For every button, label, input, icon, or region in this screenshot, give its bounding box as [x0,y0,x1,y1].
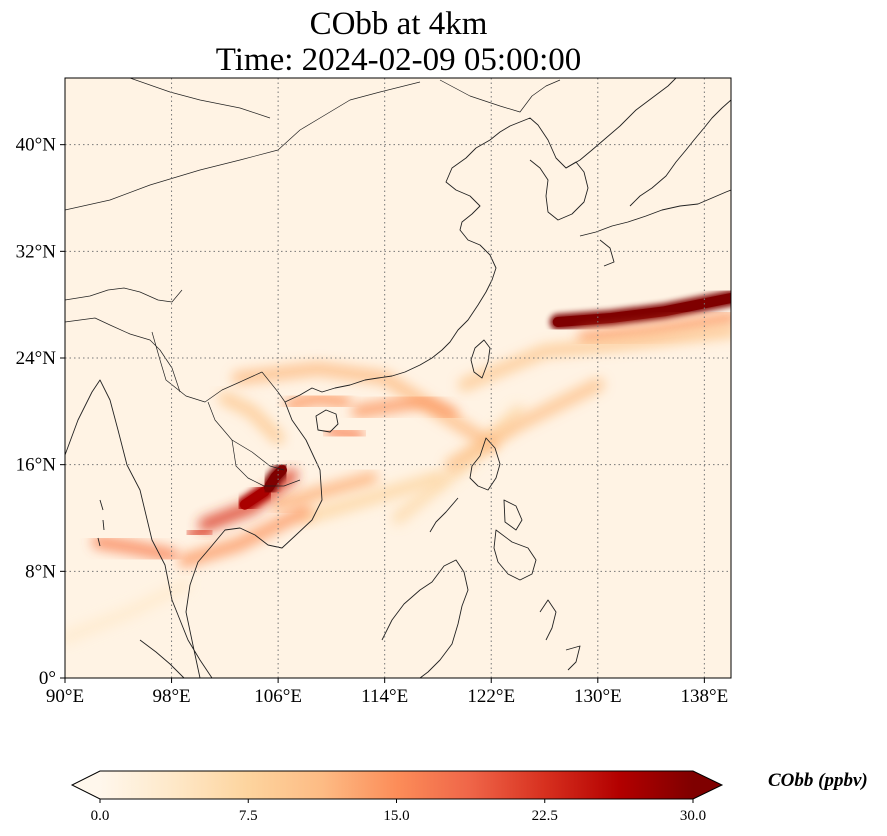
mainland-coastline [65,78,677,678]
lon-tick-label: 122°E [467,686,515,707]
colorbar-ticks: 0.0 7.5 15.0 22.5 30.0 [91,799,706,824]
plume-18 [65,578,192,645]
colorbar: 0.0 7.5 15.0 22.5 30.0 [70,770,724,824]
plume-11 [178,504,312,568]
lon-tick-label: 130°E [574,686,622,707]
lon-tick-label: 138°E [681,686,729,707]
lon-tick-label: 114°E [361,686,408,707]
axis-tick-labels: 90°E 98°E 106°E 114°E 122°E 130°E 138°E 0° 8°N 16… [16,135,729,707]
taiwan-coastline [470,339,491,379]
plume-9 [271,471,378,512]
lon-tick-label: 106°E [254,686,302,707]
lat-tick-label: 40°N [16,135,57,156]
plume-2 [458,324,731,392]
plume-8 [324,424,365,442]
colorbar-gradient [100,771,693,799]
plume-17 [218,391,285,445]
lat-tick-label: 16°N [16,455,57,476]
plume-core-0 [552,293,731,327]
philippines-coastline [429,437,537,581]
colorbar-tick-label: 30.0 [680,808,706,824]
andaman-islands [97,499,105,547]
lat-tick-label: 8°N [25,561,56,582]
sulawesi-coastline [539,599,581,671]
plume-10 [298,471,445,525]
plume-core-15 [263,465,288,493]
plume-7 [284,391,352,412]
plot-title: CObb at 4km [309,6,488,42]
korea-coastline [529,159,589,221]
plume-4 [444,378,605,472]
colorbar-tick-label: 7.5 [239,808,258,824]
japan-coastline [579,99,731,267]
colorbar-tick-label: 22.5 [532,808,558,824]
lon-tick-label: 90°E [46,686,84,707]
map-frame [64,77,732,679]
hainan-coastline [315,409,339,433]
colorbar-extend-min-triangle [72,771,100,799]
lat-tick-label: 24°N [16,348,57,369]
sumatra-coastline [139,639,185,678]
colorbar-tick-label: 0.0 [91,808,110,824]
colorbar-extend-max-triangle [693,771,722,799]
plume-16 [185,524,214,541]
map-background [65,78,731,678]
colorbar-label: CObb (ppbv) [768,770,868,791]
lat-tick-label: 32°N [16,241,57,262]
plume-core-14 [239,486,270,510]
borneo-coastline [381,559,469,678]
lon-tick-label: 98°E [152,686,190,707]
colorbar-tick-label: 15.0 [383,808,409,824]
coastlines-and-borders [65,78,731,678]
plot-subtitle-time: Time: 2024-02-09 05:00:00 [215,42,582,78]
plume-5 [231,362,498,452]
plume-6 [351,394,458,421]
lat-tick-label: 0° [39,668,56,689]
